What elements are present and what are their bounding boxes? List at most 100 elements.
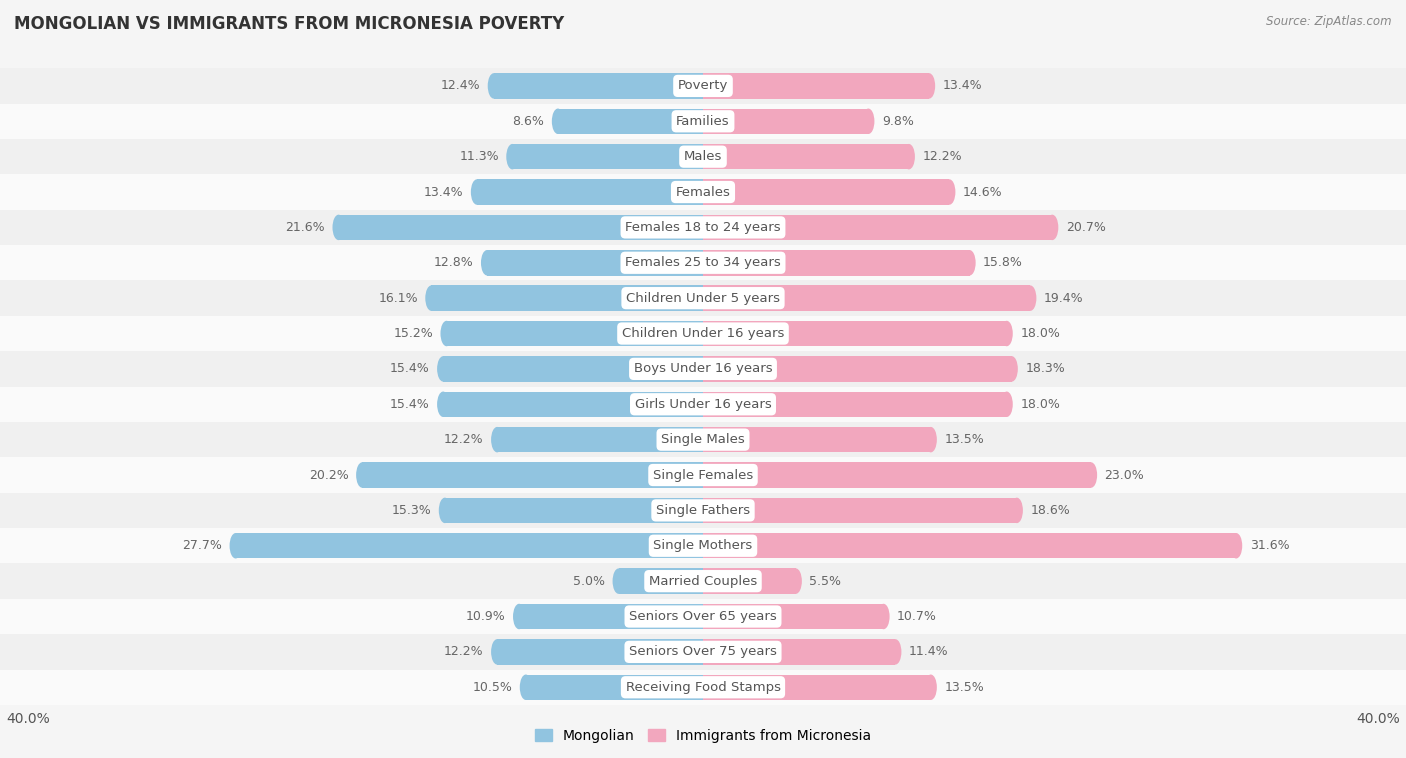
Circle shape (491, 639, 503, 665)
Text: Girls Under 16 years: Girls Under 16 years (634, 398, 772, 411)
Bar (0, 139, 1406, 174)
Circle shape (440, 321, 453, 346)
Bar (0, 351, 1406, 387)
Circle shape (439, 498, 451, 523)
Bar (619, 568, 703, 594)
Bar (703, 568, 796, 594)
Text: 11.3%: 11.3% (460, 150, 499, 163)
Bar (0, 387, 1406, 422)
Circle shape (1001, 321, 1012, 346)
Circle shape (613, 568, 624, 594)
Text: 27.7%: 27.7% (183, 539, 222, 553)
Text: 12.2%: 12.2% (922, 150, 962, 163)
Text: 19.4%: 19.4% (1043, 292, 1084, 305)
Legend: Mongolian, Immigrants from Micronesia: Mongolian, Immigrants from Micronesia (534, 728, 872, 743)
Text: Males: Males (683, 150, 723, 163)
Bar (703, 427, 931, 453)
Text: 11.4%: 11.4% (908, 645, 949, 659)
Text: 12.2%: 12.2% (444, 433, 484, 446)
Bar (703, 462, 1091, 487)
Bar (0, 316, 1406, 351)
Text: 12.2%: 12.2% (444, 645, 484, 659)
Bar (0, 68, 1406, 104)
Bar (0, 280, 1406, 316)
Text: 12.8%: 12.8% (434, 256, 474, 269)
Bar (703, 215, 1052, 240)
Circle shape (1001, 392, 1012, 417)
Bar (703, 675, 931, 700)
Bar (0, 563, 1406, 599)
Bar (0, 599, 1406, 634)
Bar (363, 462, 703, 487)
Text: 13.5%: 13.5% (945, 681, 984, 694)
Circle shape (437, 392, 450, 417)
Text: 18.6%: 18.6% (1031, 504, 1070, 517)
Text: Single Mothers: Single Mothers (654, 539, 752, 553)
Circle shape (1230, 533, 1243, 559)
Circle shape (1085, 462, 1097, 487)
Circle shape (925, 675, 936, 700)
Text: 13.5%: 13.5% (945, 433, 984, 446)
Bar (703, 74, 929, 99)
Bar (0, 669, 1406, 705)
Bar (526, 675, 703, 700)
Bar (447, 321, 703, 346)
Text: 15.4%: 15.4% (389, 362, 430, 375)
Bar (443, 356, 703, 381)
Text: MONGOLIAN VS IMMIGRANTS FROM MICRONESIA POVERTY: MONGOLIAN VS IMMIGRANTS FROM MICRONESIA … (14, 15, 564, 33)
Text: 20.7%: 20.7% (1066, 221, 1105, 234)
Text: 15.3%: 15.3% (392, 504, 432, 517)
Bar (477, 180, 703, 205)
Circle shape (425, 286, 437, 311)
Circle shape (488, 74, 501, 99)
Text: 13.4%: 13.4% (942, 80, 983, 92)
Text: Seniors Over 65 years: Seniors Over 65 years (628, 610, 778, 623)
Text: 16.1%: 16.1% (378, 292, 418, 305)
Text: 10.5%: 10.5% (472, 681, 512, 694)
Bar (432, 286, 703, 311)
Text: Children Under 16 years: Children Under 16 years (621, 327, 785, 340)
Text: 5.5%: 5.5% (810, 575, 841, 587)
Circle shape (790, 568, 801, 594)
Text: 15.8%: 15.8% (983, 256, 1024, 269)
Text: Children Under 5 years: Children Under 5 years (626, 292, 780, 305)
Text: 15.4%: 15.4% (389, 398, 430, 411)
Bar (494, 74, 703, 99)
Text: 10.7%: 10.7% (897, 610, 936, 623)
Text: 31.6%: 31.6% (1250, 539, 1289, 553)
Circle shape (1005, 356, 1018, 381)
Circle shape (332, 215, 344, 240)
Text: Seniors Over 75 years: Seniors Over 75 years (628, 645, 778, 659)
Bar (703, 604, 883, 629)
Text: Families: Families (676, 114, 730, 128)
Circle shape (481, 250, 494, 275)
Bar (703, 321, 1007, 346)
Bar (236, 533, 703, 559)
Text: 21.6%: 21.6% (285, 221, 325, 234)
Bar (498, 427, 703, 453)
Circle shape (551, 108, 564, 134)
Bar (703, 286, 1031, 311)
Bar (486, 250, 703, 275)
Bar (703, 498, 1017, 523)
Circle shape (903, 144, 915, 169)
Circle shape (356, 462, 368, 487)
Circle shape (922, 74, 935, 99)
Circle shape (1024, 286, 1036, 311)
Text: Married Couples: Married Couples (650, 575, 756, 587)
Text: 15.2%: 15.2% (394, 327, 433, 340)
Text: Females 25 to 34 years: Females 25 to 34 years (626, 256, 780, 269)
Bar (703, 108, 869, 134)
Text: 18.0%: 18.0% (1021, 398, 1060, 411)
Bar (0, 493, 1406, 528)
Circle shape (862, 108, 875, 134)
Text: 9.8%: 9.8% (882, 114, 914, 128)
Bar (339, 215, 703, 240)
Bar (0, 422, 1406, 457)
Text: 14.6%: 14.6% (963, 186, 1002, 199)
Text: 13.4%: 13.4% (423, 186, 464, 199)
Bar (703, 392, 1007, 417)
Bar (443, 392, 703, 417)
Bar (703, 533, 1236, 559)
Text: 10.9%: 10.9% (465, 610, 506, 623)
